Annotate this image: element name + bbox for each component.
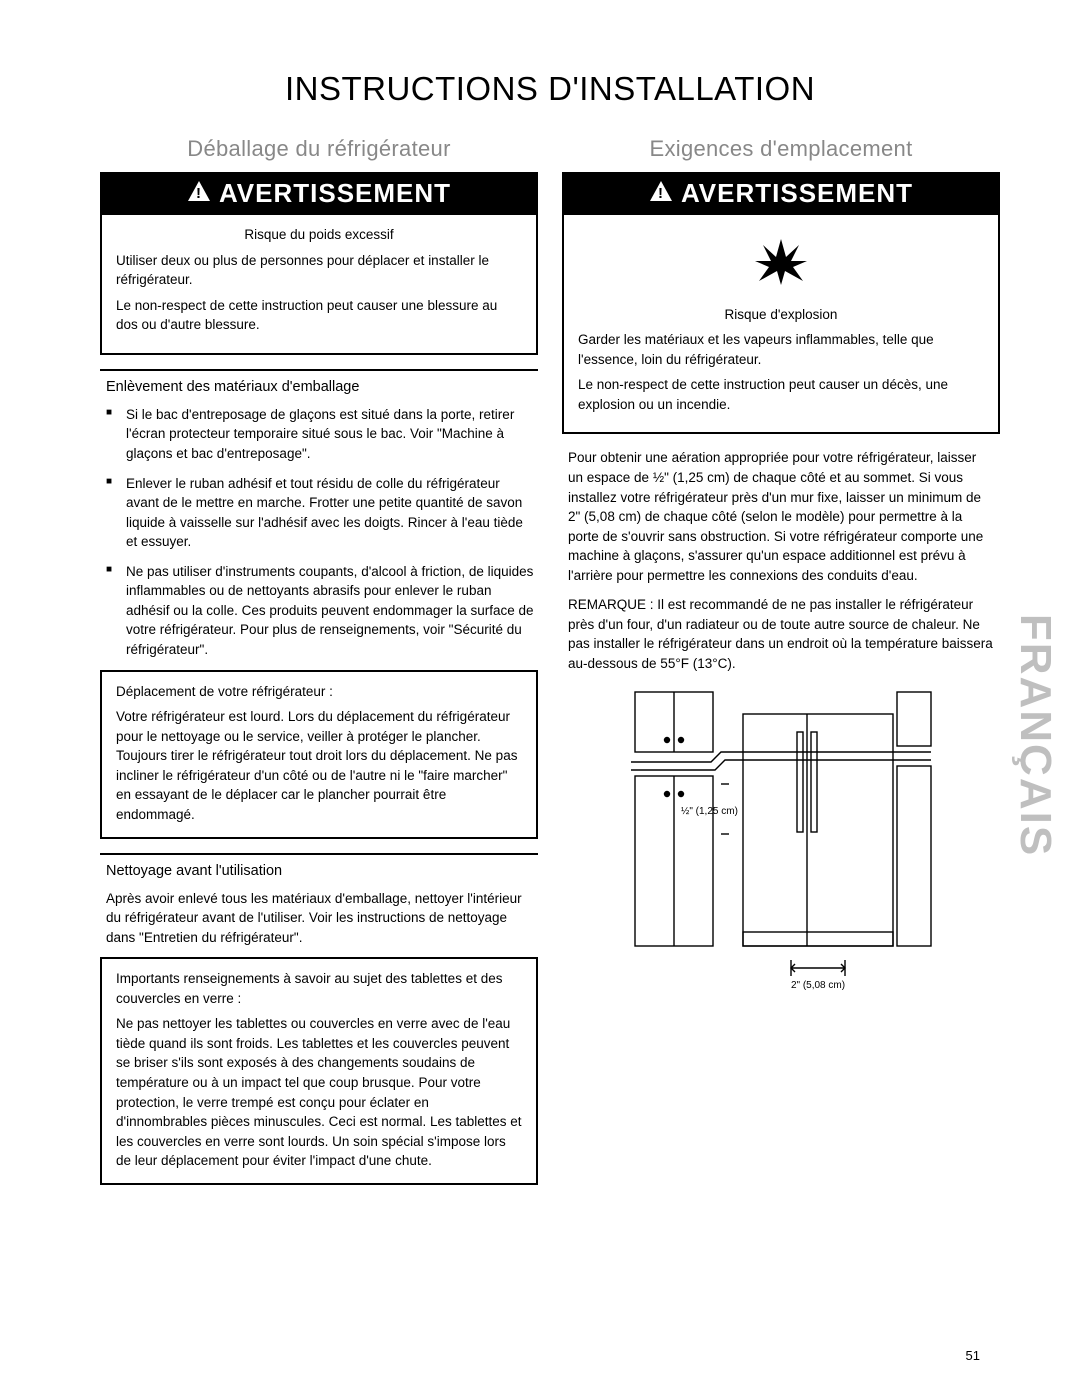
- move-lead: Déplacement de votre réfrigérateur :: [116, 682, 522, 702]
- explosion-icon: [578, 215, 984, 305]
- list-item: Enlever le ruban adhésif et tout résidu …: [106, 474, 534, 552]
- installation-diagram: ½" (1,25 cm) 2" (5,08 cm): [562, 684, 1000, 999]
- svg-text:!: !: [196, 185, 202, 202]
- warning-text: Le non-respect de cette instruction peut…: [578, 375, 984, 414]
- warning-text: Garder les matériaux et les vapeurs infl…: [578, 330, 984, 369]
- subheading-cleaning: Nettoyage avant l'utilisation: [106, 863, 538, 879]
- diagram-bottom-label: 2" (5,08 cm): [791, 980, 845, 991]
- remark-para: REMARQUE : Il est recommandé de ne pas i…: [568, 595, 994, 673]
- subheading-packaging: Enlèvement des matériaux d'emballage: [106, 379, 538, 395]
- list-item: Ne pas utiliser d'instruments coupants, …: [106, 562, 534, 660]
- warning-box-right: Risque d'explosion Garder les matériaux …: [562, 215, 1000, 434]
- svg-text:!: !: [658, 185, 664, 202]
- warning-label: AVERTISSEMENT: [681, 178, 913, 209]
- bullet-list: Si le bac d'entreposage de glaçons est s…: [100, 405, 538, 660]
- risk-title: Risque d'explosion: [578, 305, 984, 325]
- left-section-title: Déballage du réfrigérateur: [100, 136, 538, 162]
- divider: [100, 369, 538, 371]
- warning-triangle-icon: !: [649, 178, 673, 209]
- list-item: Si le bac d'entreposage de glaçons est s…: [106, 405, 534, 464]
- warning-box-left: Risque du poids excessif Utiliser deux o…: [100, 215, 538, 355]
- page-title: INSTRUCTIONS D'INSTALLATION: [100, 70, 1000, 108]
- warning-text: Le non-respect de cette instruction peut…: [116, 296, 522, 335]
- risk-title: Risque du poids excessif: [116, 225, 522, 245]
- right-section-title: Exigences d'emplacement: [562, 136, 1000, 162]
- warning-label: AVERTISSEMENT: [219, 178, 451, 209]
- cleaning-para: Après avoir enlevé tous les matériaux d'…: [106, 889, 532, 948]
- glass-body: Ne pas nettoyer les tablettes ou couverc…: [116, 1014, 522, 1171]
- diagram-side-label: ½" (1,25 cm): [681, 806, 738, 817]
- warning-triangle-icon: !: [187, 178, 211, 209]
- divider: [100, 853, 538, 855]
- glass-lead: Importants renseignements à savoir au su…: [116, 969, 522, 1008]
- warning-bar-left: ! AVERTISSEMENT: [100, 172, 538, 215]
- move-body: Votre réfrigérateur est lourd. Lors du d…: [116, 707, 522, 824]
- page-number: 51: [966, 1348, 980, 1363]
- move-box: Déplacement de votre réfrigérateur : Vot…: [100, 670, 538, 839]
- two-column-layout: Déballage du réfrigérateur ! AVERTISSEME…: [100, 136, 1000, 1185]
- left-column: Déballage du réfrigérateur ! AVERTISSEME…: [100, 136, 538, 1185]
- language-side-label: FRANÇAIS: [1010, 613, 1060, 856]
- warning-text: Utiliser deux ou plus de personnes pour …: [116, 251, 522, 290]
- spacing-para: Pour obtenir une aération appropriée pou…: [568, 448, 994, 585]
- warning-bar-right: ! AVERTISSEMENT: [562, 172, 1000, 215]
- right-column: Exigences d'emplacement ! AVERTISSEMENT …: [562, 136, 1000, 1185]
- glass-box: Importants renseignements à savoir au su…: [100, 957, 538, 1185]
